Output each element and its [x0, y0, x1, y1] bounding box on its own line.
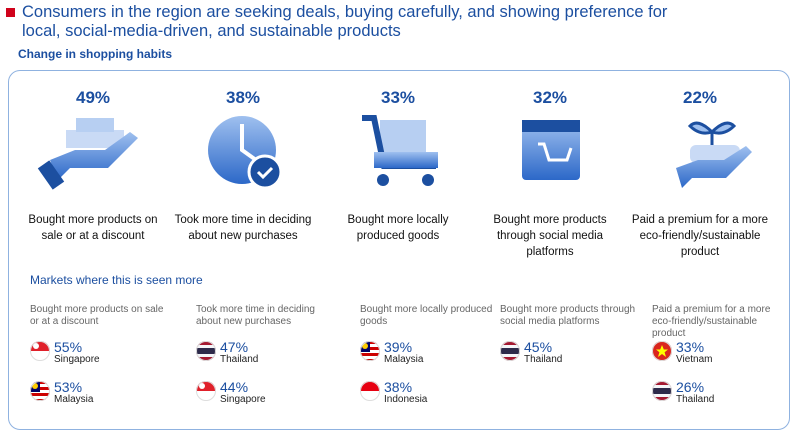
market-country: Indonesia: [384, 394, 428, 405]
flag: [500, 341, 520, 361]
market-country: Singapore: [220, 394, 266, 405]
flag: [30, 381, 50, 401]
market-habit: Paid a premium for a more eco-friendly/s…: [652, 304, 771, 339]
icon-time: [208, 116, 283, 190]
flag: [30, 341, 50, 361]
market-percent: 44%: [220, 379, 249, 395]
flag: [360, 341, 380, 361]
market-country: Thailand: [220, 354, 259, 365]
habit-percent: 33%: [380, 88, 416, 107]
market-country: Thailand: [524, 354, 563, 365]
market-country: Thailand: [676, 394, 715, 405]
flag-wrap: [652, 341, 672, 366]
flag: [652, 381, 672, 401]
market-country: Malaysia: [384, 354, 424, 365]
markets-title: Markets where this is seen more: [30, 273, 203, 287]
habit-label: Bought more products through social medi…: [493, 214, 607, 258]
flag-wrap: [30, 381, 50, 406]
habit-label: Took more time in deciding about new pur…: [174, 214, 312, 242]
habit-percent: 22%: [682, 88, 718, 107]
flag: [196, 381, 216, 401]
flag: [652, 341, 672, 361]
market-percent: 38%: [384, 379, 413, 395]
market-habit: Bought more locally produced goods: [360, 304, 493, 327]
icon-eco: [676, 121, 752, 188]
icon-discount: [37, 118, 138, 190]
flag: [360, 381, 380, 401]
market-habit: Bought more products on sale or at a dis…: [30, 304, 164, 327]
subtitle: Change in shopping habits: [18, 47, 172, 61]
market-percent: 47%: [220, 339, 249, 355]
market-habit: Bought more products through social medi…: [500, 304, 636, 327]
habit-label: Paid a premium for a more eco-friendly/s…: [631, 214, 769, 258]
flag-wrap: [360, 341, 380, 366]
market-habit: Took more time in deciding about new pur…: [196, 304, 315, 327]
habit-percent: 49%: [75, 88, 111, 107]
flag-wrap: [196, 381, 216, 406]
flag-wrap: [196, 341, 216, 366]
flag-wrap: [652, 381, 672, 406]
market-percent: 33%: [676, 339, 705, 355]
market-percent: 45%: [524, 339, 553, 355]
flag-wrap: [360, 381, 380, 406]
market-percent: 55%: [54, 339, 83, 355]
icon-cart: [362, 115, 438, 186]
habit-label: Bought more locally produced goods: [347, 214, 449, 242]
flag: [196, 341, 216, 361]
market-country: Singapore: [54, 354, 100, 365]
market-percent: 39%: [384, 339, 413, 355]
title: Consumers in the region are seeking deal…: [22, 3, 668, 40]
market-country: Malaysia: [54, 394, 94, 405]
title-marker: [6, 8, 15, 17]
habit-percent: 32%: [532, 88, 568, 107]
habit-percent: 38%: [225, 88, 261, 107]
market-percent: 53%: [54, 379, 83, 395]
market-percent: 26%: [676, 379, 705, 395]
market-country: Vietnam: [676, 354, 713, 365]
habit-label: Bought more products on sale or at a dis…: [28, 214, 158, 242]
panel: [8, 70, 790, 430]
icon-social: [522, 120, 580, 180]
flag-wrap: [30, 341, 50, 366]
flag-wrap: [500, 341, 520, 366]
